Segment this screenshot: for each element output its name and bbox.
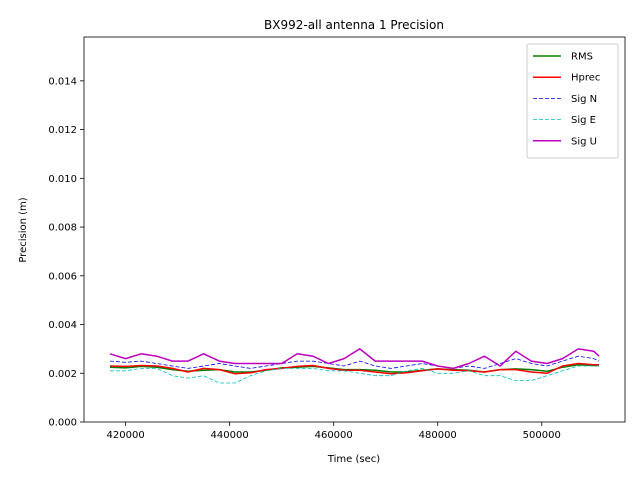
y-tick-label: 0.006 [48, 271, 77, 282]
y-tick-label: 0.004 [48, 320, 77, 331]
x-tick-label: 480000 [419, 430, 457, 441]
y-tick-label: 0.012 [48, 125, 77, 136]
series-line-hprec [109, 362, 599, 375]
legend-label: Sig N [571, 94, 597, 105]
x-tick-label: 420000 [107, 430, 145, 441]
chart-title: BX992-all antenna 1 Precision [264, 18, 444, 32]
legend-label: RMS [571, 52, 593, 63]
x-axis-label: Time (sec) [327, 454, 380, 465]
y-tick-label: 0.008 [48, 223, 77, 234]
series-line-sig-n [109, 355, 600, 369]
y-tick-label: 0.014 [48, 76, 77, 87]
legend-label: Hprec [571, 73, 600, 84]
y-axis-label: Precision (m) [18, 197, 29, 262]
y-tick-label: 0.000 [48, 418, 77, 429]
x-tick-label: 440000 [211, 430, 249, 441]
y-tick-label: 0.010 [48, 174, 77, 185]
axes-frame [83, 36, 626, 423]
plot-area [109, 348, 600, 384]
legend: RMS Hprec Sig N Sig E Sig U [526, 43, 619, 159]
y-axis: 0.000 0.002 0.004 0.006 0.008 0.010 0.012 0.014 [48, 76, 84, 429]
x-tick-label: 460000 [315, 430, 353, 441]
legend-label: Sig E [571, 115, 596, 126]
series-line-sig-e [110, 365, 599, 384]
series-line-sig-u [109, 348, 600, 370]
x-axis: 420000 440000 460000 480000 500000 [107, 422, 561, 441]
y-tick-label: 0.002 [48, 369, 77, 380]
x-tick-label: 500000 [523, 430, 561, 441]
legend-label: Sig U [571, 136, 597, 147]
legend-box [526, 43, 619, 159]
